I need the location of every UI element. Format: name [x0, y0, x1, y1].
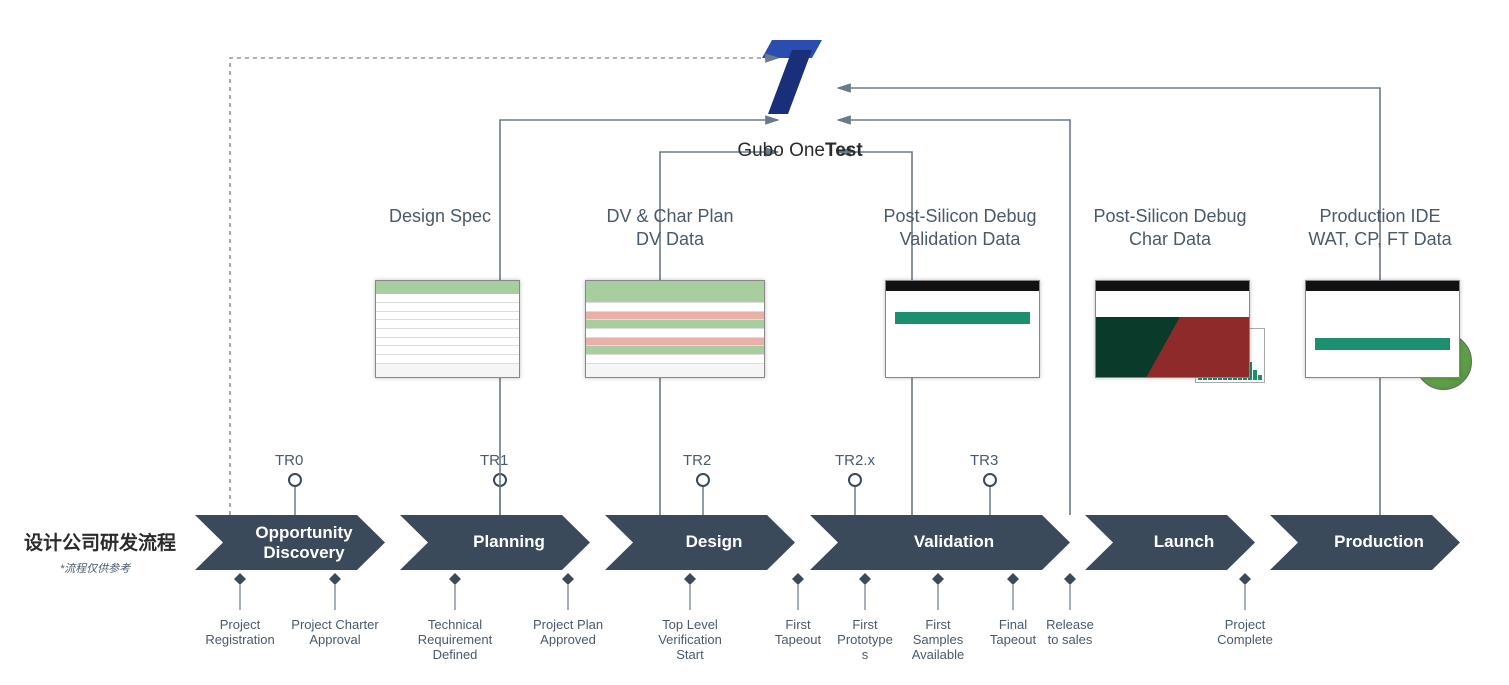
screenshot-thumb [1095, 280, 1250, 378]
phase-label: Planning [428, 532, 590, 552]
milestone-label: Release to sales [1025, 618, 1115, 648]
phase-label: Launch [1113, 532, 1255, 552]
screenshot-thumb [375, 280, 520, 378]
milestone-label: Project Registration [195, 618, 285, 648]
milestone-label: Top Level Verification Start [645, 618, 735, 663]
column-title: Post-Silicon Debug Char Data [1070, 205, 1270, 252]
tr-label: TR2 [683, 452, 743, 469]
tr-label: TR1 [480, 452, 540, 469]
logo-label: Gubo OneTest [710, 140, 890, 162]
tr-label: TR2.x [835, 452, 895, 469]
column-title: Post-Silicon Debug Validation Data [860, 205, 1060, 252]
column-title: Design Spec [340, 205, 540, 228]
screenshot-thumb [885, 280, 1040, 378]
column-title: Production IDE WAT, CP, FT Data [1280, 205, 1480, 252]
milestone-label: Project Charter Approval [290, 618, 380, 648]
left-subtitle: *流程仅供参考 [60, 560, 130, 576]
phase-label: Design [633, 532, 795, 552]
milestone-label: Project Plan Approved [523, 618, 613, 648]
tr-label: TR3 [970, 452, 1030, 469]
screenshot-thumb [585, 280, 765, 378]
screenshot-thumb [1305, 280, 1460, 378]
milestone-label: Technical Requirement Defined [410, 618, 500, 663]
column-title: DV & Char Plan DV Data [570, 205, 770, 252]
tr-label: TR0 [275, 452, 335, 469]
phase-label: Production [1298, 532, 1460, 552]
phase-label: Validation [838, 532, 1070, 552]
phase-label: Opportunity Discovery [223, 523, 385, 564]
milestone-label: Project Complete [1200, 618, 1290, 648]
left-title: 设计公司研发流程 [24, 528, 176, 555]
